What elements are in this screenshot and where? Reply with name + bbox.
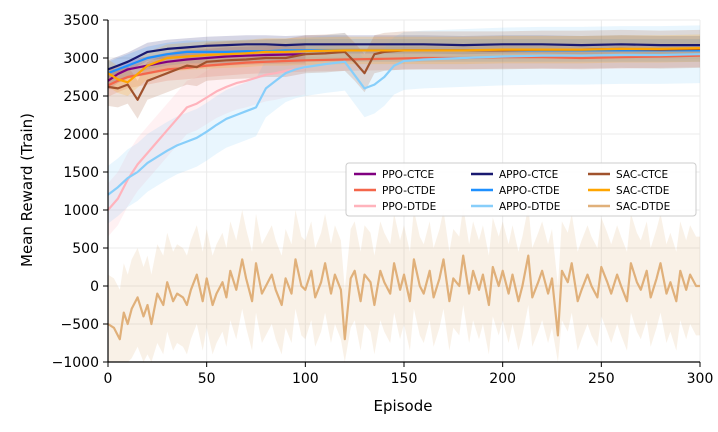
y-axis-label: Mean Reward (Train)	[18, 113, 36, 267]
series-line-ppo-dtde	[107, 66, 306, 211]
x-tick-label: 50	[198, 371, 216, 387]
y-tick-label: 2500	[63, 89, 99, 105]
legend-label: PPO-DTDE	[382, 201, 436, 213]
legend-box	[345, 162, 697, 217]
legend-label: SAC-CTDE	[616, 185, 669, 197]
band-appo-dtde	[108, 25, 700, 224]
series-line-ppo-ctde	[107, 54, 701, 87]
series-line-appo-ctce	[107, 43, 700, 71]
band-appo-ctce	[108, 35, 700, 79]
legend-label: PPO-CTCE	[382, 169, 434, 181]
series-line-appo-dtde	[107, 53, 701, 196]
axes	[103, 19, 701, 367]
x-axis-label: Episode	[374, 397, 433, 415]
y-tick-label: 3500	[63, 13, 99, 29]
x-tick-label: 150	[391, 371, 418, 387]
series-line-ppo-ctce	[107, 53, 306, 82]
x-tick-label: 200	[489, 371, 516, 387]
legend-label: PPO-CTDE	[382, 185, 435, 197]
legend: PPO-CTCE PPO-CTDE PPO-DTDE APPO-CTCE APPO-CT…	[345, 162, 697, 217]
series-line-sac-dtde	[107, 254, 700, 341]
x-tick-label: 250	[588, 371, 615, 387]
y-tick-label: 1500	[63, 165, 99, 181]
legend-label: APPO-CTCE	[499, 169, 558, 181]
y-tick-label: 500	[72, 241, 99, 257]
x-tick-label: 100	[292, 371, 319, 387]
series-line-sac-ctde	[107, 47, 701, 84]
y-tick-labels: −1000 −500 0 500 1000 1500 2000 2500 3000 3500	[52, 13, 99, 371]
band-ppo-dtde	[108, 41, 306, 237]
x-tick-label: 0	[104, 371, 113, 387]
y-tick-label: −500	[61, 317, 99, 333]
y-tick-label: 1000	[63, 203, 99, 219]
x-tick-labels: 0 50 100 150 200 250 300	[104, 371, 714, 387]
legend-label: SAC-CTCE	[616, 169, 668, 181]
y-tick-label: 2000	[63, 127, 99, 143]
y-tick-label: −1000	[52, 355, 99, 371]
band-sac-dtde	[108, 206, 700, 362]
x-tick-label: 300	[687, 371, 714, 387]
y-tick-label: 3000	[63, 51, 99, 67]
legend-label: APPO-DTDE	[499, 201, 560, 213]
y-tick-label: 0	[90, 279, 99, 295]
legend-label: SAC-DTDE	[616, 201, 670, 213]
series-lines	[107, 43, 701, 341]
legend-label: APPO-CTDE	[499, 185, 560, 197]
